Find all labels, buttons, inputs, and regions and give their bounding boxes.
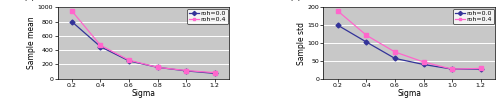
roh=0.4 — [478, 68, 484, 69]
X-axis label: Sigma: Sigma — [132, 89, 156, 98]
roh=0.0 — [392, 58, 398, 59]
Legend: roh=0.0, roh=0.4: roh=0.0, roh=0.4 — [453, 9, 494, 24]
roh=0.0 — [478, 68, 484, 70]
roh=0.4 — [126, 60, 132, 61]
roh=0.0 — [334, 25, 340, 26]
Y-axis label: Sample mean: Sample mean — [28, 17, 36, 69]
roh=0.4 — [334, 10, 340, 12]
roh=0.4 — [392, 51, 398, 53]
roh=0.0 — [420, 64, 426, 65]
roh=0.0 — [183, 70, 189, 72]
Legend: roh=0.0, roh=0.4: roh=0.0, roh=0.4 — [188, 9, 228, 24]
X-axis label: Sigma: Sigma — [397, 89, 421, 98]
Line: roh=0.0: roh=0.0 — [336, 23, 482, 71]
roh=0.0 — [98, 46, 103, 47]
roh=0.4 — [98, 45, 103, 46]
roh=0.4 — [154, 67, 160, 68]
roh=0.4 — [420, 61, 426, 63]
Text: (a): (a) — [23, 0, 35, 2]
roh=0.0 — [212, 73, 218, 74]
roh=0.4 — [183, 70, 189, 71]
roh=0.0 — [154, 67, 160, 68]
Line: roh=0.0: roh=0.0 — [70, 20, 216, 75]
roh=0.4 — [364, 35, 370, 36]
Y-axis label: Sample std: Sample std — [297, 22, 306, 65]
Text: (b): (b) — [289, 0, 301, 2]
Line: roh=0.4: roh=0.4 — [70, 9, 216, 74]
roh=0.0 — [126, 60, 132, 62]
Line: roh=0.4: roh=0.4 — [336, 9, 482, 71]
roh=0.0 — [364, 41, 370, 43]
roh=0.0 — [449, 68, 455, 70]
roh=0.4 — [69, 10, 75, 12]
roh=0.4 — [449, 68, 455, 70]
roh=0.4 — [212, 72, 218, 73]
roh=0.0 — [69, 21, 75, 22]
